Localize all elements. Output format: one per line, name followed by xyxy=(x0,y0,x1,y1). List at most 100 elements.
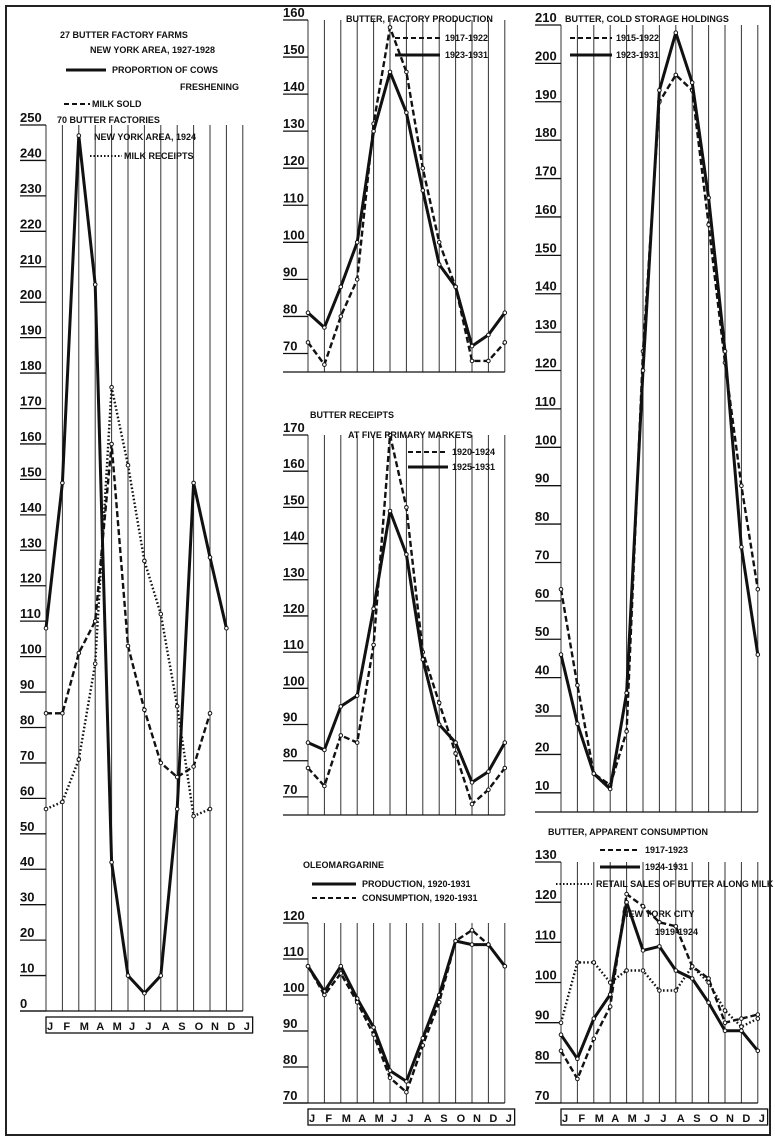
oleo-series-1-point xyxy=(338,963,344,969)
oleo-series-2-point xyxy=(338,971,344,976)
receipts-chart-gridlines xyxy=(283,435,506,816)
consumption-month-label: M xyxy=(628,1113,637,1125)
storage-ytick-label: 110 xyxy=(535,394,556,409)
oleo-month-label: S xyxy=(440,1113,447,1125)
left-series-3-point xyxy=(92,661,98,667)
oleo-series-2-point xyxy=(371,1032,376,1037)
consumption-series-2-point xyxy=(607,992,613,997)
left-series-1-point xyxy=(191,480,196,486)
consumption-ytick-label: 110 xyxy=(535,927,556,942)
oleo-ytick-label: 90 xyxy=(283,1016,297,1031)
oleo-chart-gridlines xyxy=(283,923,506,1104)
oleo-month-label: M xyxy=(375,1113,384,1125)
consumption-series-1-point xyxy=(640,903,646,909)
oleo-series-2-point xyxy=(486,942,491,947)
left-series-2-point xyxy=(207,711,213,716)
factory-series-2-point xyxy=(453,284,458,290)
factory-ytick-label: 80 xyxy=(283,301,297,316)
left-ytick-label: 120 xyxy=(20,571,42,586)
oleo-series-2-point xyxy=(502,963,508,969)
storage-ytick-label: 70 xyxy=(535,547,549,562)
receipts-legend-2: 1925-1931 xyxy=(452,462,495,472)
oleo-legend-2: CONSUMPTION, 1920-1931 xyxy=(362,893,478,903)
consumption-chart-gridlines xyxy=(535,862,759,1104)
oleo-series-2-point xyxy=(354,999,360,1005)
left-month-label: J xyxy=(244,1021,250,1033)
receipts-legend-1: 1920-1924 xyxy=(452,447,495,457)
storage-ytick-label: 80 xyxy=(535,509,549,524)
left-ytick-label: 60 xyxy=(20,783,34,798)
consumption-month-label: S xyxy=(693,1113,700,1125)
left-ytick-label: 210 xyxy=(20,252,42,267)
left-ytick-label: 10 xyxy=(20,961,34,976)
oleo-month-label: A xyxy=(358,1113,366,1125)
receipts-series-2-point xyxy=(322,747,327,753)
storage-ytick-label: 180 xyxy=(535,125,557,140)
consumption-series-2-point xyxy=(706,1000,711,1005)
storage-ytick-label: 210 xyxy=(535,10,557,25)
left-series-3-point xyxy=(43,806,49,812)
storage-series-1-point xyxy=(739,483,744,489)
factory-series-2-point xyxy=(305,310,311,316)
storage-chart-gridlines xyxy=(535,25,759,813)
left-ytick-label: 130 xyxy=(20,535,42,550)
left-series-1-point xyxy=(76,133,82,138)
left-ytick-label: 80 xyxy=(20,712,34,727)
receipts-series-1-point xyxy=(436,700,442,706)
factory-legend-1: 1917-1922 xyxy=(445,33,488,43)
consumption-series-3-point xyxy=(657,988,662,993)
oleo-month-label: O xyxy=(457,1113,466,1125)
oleo-month-label: D xyxy=(489,1113,497,1125)
left-series-2-point xyxy=(158,760,164,766)
factory-series-2-point xyxy=(436,262,442,267)
left-series-3-point xyxy=(109,385,114,390)
factory-ytick-label: 120 xyxy=(283,153,305,168)
left-series-3-point xyxy=(174,703,180,709)
consumption-month-label: A xyxy=(611,1113,619,1125)
receipts-series-1-point xyxy=(502,765,508,771)
receipts-series-2-point xyxy=(338,704,344,709)
factory-ytick-label: 160 xyxy=(283,5,305,20)
consumption-series-3-point xyxy=(706,980,711,985)
consumption-series-3-point xyxy=(673,988,679,993)
receipts-ytick-label: 160 xyxy=(283,456,305,471)
oleo-month-label: A xyxy=(424,1113,432,1125)
consumption-ytick-label: 70 xyxy=(535,1088,549,1103)
left-chart-series xyxy=(43,133,229,996)
butter-receipts-chart: 70 80 90 100 110 120 130 140 150 160 170 BUTTER RE… xyxy=(283,410,508,816)
storage-ytick-label: 170 xyxy=(535,164,557,179)
left-ytick-label: 0 xyxy=(20,996,27,1011)
consumption-series-1-point xyxy=(673,924,679,929)
left-label-5: MILK SOLD xyxy=(92,99,142,109)
left-series-3-point xyxy=(191,813,196,819)
factory-series-2-point xyxy=(338,284,344,290)
consumption-series-1-point xyxy=(755,1012,761,1017)
oleo-series-1-point xyxy=(404,1079,409,1084)
consumption-series-3-point xyxy=(575,960,580,965)
left-label-4: FRESHENING xyxy=(180,82,239,92)
factory-ytick-label: 90 xyxy=(283,264,297,279)
consumption-month-label: A xyxy=(677,1113,685,1125)
storage-ytick-label: 60 xyxy=(535,586,549,601)
receipts-series-1-point xyxy=(469,801,475,807)
left-series-2-point xyxy=(76,650,82,656)
receipts-series-2-point xyxy=(453,740,458,745)
left-series-1-point xyxy=(207,555,213,560)
oleo-month-strip xyxy=(307,1108,516,1126)
factory-ytick-label: 130 xyxy=(283,116,305,131)
oleo-month-label: J xyxy=(506,1113,512,1125)
left-month-label: J xyxy=(145,1021,151,1033)
oleo-ytick-label: 110 xyxy=(283,944,304,959)
left-series-3-point xyxy=(142,558,147,564)
left-month-label: D xyxy=(227,1021,235,1033)
receipts-chart-y-ticks: 70 80 90 100 110 120 130 140 150 160 170 xyxy=(283,420,308,798)
consumption-month-label: J xyxy=(660,1113,666,1125)
storage-series-2-point xyxy=(591,771,597,776)
factory-chart-series xyxy=(305,25,508,367)
storage-ytick-label: 40 xyxy=(535,663,549,678)
left-ytick-label: 30 xyxy=(20,890,34,905)
storage-ytick-label: 190 xyxy=(535,87,557,102)
oleo-month-label: N xyxy=(473,1113,481,1125)
